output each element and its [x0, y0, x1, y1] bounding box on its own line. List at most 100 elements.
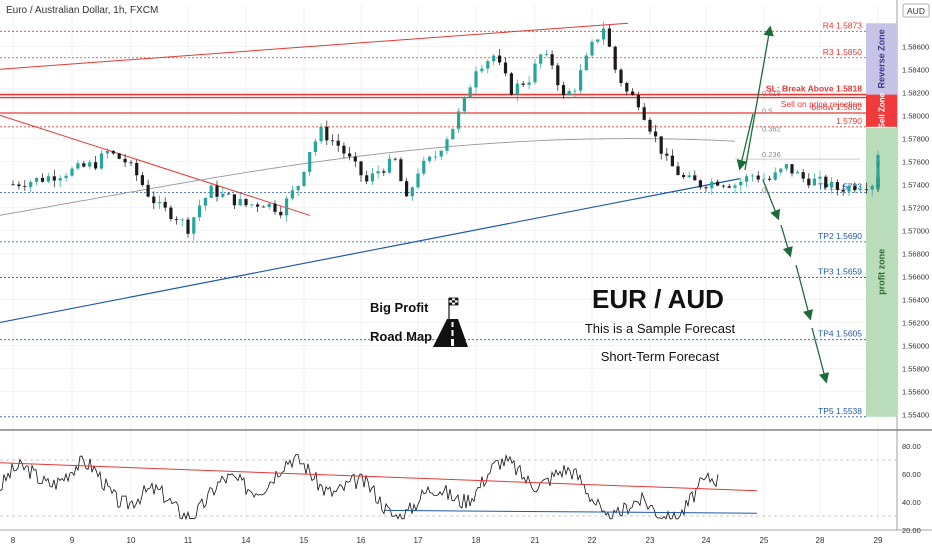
candle-body[interactable]: [670, 155, 674, 167]
candle-body[interactable]: [175, 218, 179, 220]
candle-body[interactable]: [359, 161, 363, 176]
candle-body[interactable]: [739, 181, 743, 186]
candle-body[interactable]: [140, 175, 144, 185]
candle-body[interactable]: [665, 153, 669, 156]
candle-body[interactable]: [648, 119, 652, 132]
candle-body[interactable]: [405, 181, 409, 197]
candle-body[interactable]: [302, 171, 306, 186]
candle-body[interactable]: [457, 111, 461, 129]
candle-body[interactable]: [830, 181, 834, 188]
candle-body[interactable]: [710, 181, 714, 189]
candle-body[interactable]: [841, 189, 845, 192]
candle-body[interactable]: [556, 65, 560, 86]
candle-body[interactable]: [399, 159, 403, 182]
candle-body[interactable]: [261, 206, 265, 208]
candle-body[interactable]: [773, 172, 777, 180]
candle-body[interactable]: [579, 70, 583, 91]
candle-body[interactable]: [698, 180, 702, 188]
candle-body[interactable]: [117, 153, 121, 159]
candle-body[interactable]: [428, 156, 432, 161]
candles[interactable]: [11, 21, 880, 241]
candle-body[interactable]: [70, 168, 74, 176]
candle-body[interactable]: [123, 158, 127, 163]
candle-body[interactable]: [433, 156, 437, 158]
candle-body[interactable]: [422, 160, 426, 174]
candle-body[interactable]: [750, 175, 754, 177]
candle-body[interactable]: [382, 171, 386, 173]
candle-body[interactable]: [625, 82, 629, 92]
candle-body[interactable]: [319, 126, 323, 142]
candle-body[interactable]: [539, 54, 543, 64]
candle-body[interactable]: [410, 187, 414, 197]
candle-body[interactable]: [602, 28, 606, 40]
candle-body[interactable]: [544, 54, 548, 55]
candle-body[interactable]: [416, 173, 420, 188]
candle-body[interactable]: [486, 61, 490, 69]
candle-body[interactable]: [336, 140, 340, 146]
candle-body[interactable]: [273, 203, 277, 212]
candle-body[interactable]: [192, 217, 196, 234]
candle-body[interactable]: [376, 171, 380, 174]
candle-body[interactable]: [515, 83, 519, 95]
candle-body[interactable]: [704, 187, 708, 189]
candle-body[interactable]: [267, 203, 271, 207]
candle-body[interactable]: [762, 178, 766, 180]
candle-body[interactable]: [99, 153, 104, 169]
candle-body[interactable]: [244, 198, 248, 206]
candle-body[interactable]: [169, 207, 173, 219]
candle-body[interactable]: [864, 189, 868, 191]
candle-body[interactable]: [745, 176, 749, 182]
candle-body[interactable]: [659, 136, 663, 154]
candle-body[interactable]: [29, 181, 33, 187]
candle-body[interactable]: [642, 107, 646, 120]
candle-body[interactable]: [784, 164, 788, 169]
candle-body[interactable]: [232, 194, 236, 206]
candle-body[interactable]: [687, 175, 691, 178]
candle-body[interactable]: [445, 139, 449, 151]
candle-body[interactable]: [221, 193, 225, 197]
candle-body[interactable]: [365, 175, 369, 182]
candle-body[interactable]: [342, 145, 346, 154]
candle-body[interactable]: [584, 55, 588, 71]
candle-body[interactable]: [46, 176, 50, 182]
candle-body[interactable]: [52, 176, 56, 181]
candle-body[interactable]: [180, 219, 184, 221]
candle-body[interactable]: [468, 87, 472, 97]
candle-body[interactable]: [474, 71, 478, 88]
candle-body[interactable]: [209, 185, 213, 198]
candle-body[interactable]: [818, 176, 822, 179]
candle-body[interactable]: [82, 163, 86, 167]
candle-body[interactable]: [186, 219, 190, 234]
candle-body[interactable]: [550, 54, 554, 66]
candle-body[interactable]: [492, 55, 496, 62]
time-axis[interactable]: 8 9 10 11 14 15 16 17 18 21 22 23 24 25 28 29: [11, 536, 883, 545]
candle-body[interactable]: [790, 164, 794, 174]
candle-body[interactable]: [676, 166, 680, 176]
candle-body[interactable]: [146, 184, 150, 197]
candle-body[interactable]: [716, 181, 720, 186]
candle-body[interactable]: [64, 175, 68, 179]
candle-body[interactable]: [847, 185, 851, 192]
candle-body[interactable]: [285, 198, 289, 216]
candle-body[interactable]: [631, 91, 635, 96]
candle-body[interactable]: [733, 185, 737, 188]
candle-body[interactable]: [198, 205, 202, 218]
candle-body[interactable]: [859, 189, 863, 191]
candle-body[interactable]: [313, 141, 317, 153]
candle-body[interactable]: [607, 28, 611, 47]
candle-body[interactable]: [567, 91, 571, 96]
candle-body[interactable]: [393, 158, 397, 160]
candle-body[interactable]: [256, 204, 260, 207]
candle-body[interactable]: [509, 73, 513, 95]
candle-body[interactable]: [796, 172, 800, 174]
candle-body[interactable]: [279, 211, 283, 216]
candle-body[interactable]: [835, 181, 839, 190]
candle-body[interactable]: [308, 152, 312, 172]
candle-body[interactable]: [682, 175, 686, 178]
candle-body[interactable]: [387, 158, 392, 173]
rsi-panel[interactable]: 80.00 60.00 40.00 20.00: [0, 442, 921, 535]
candle-body[interactable]: [613, 46, 617, 70]
candle-body[interactable]: [498, 55, 502, 63]
candle-body[interactable]: [40, 177, 45, 182]
candle-body[interactable]: [693, 175, 697, 181]
